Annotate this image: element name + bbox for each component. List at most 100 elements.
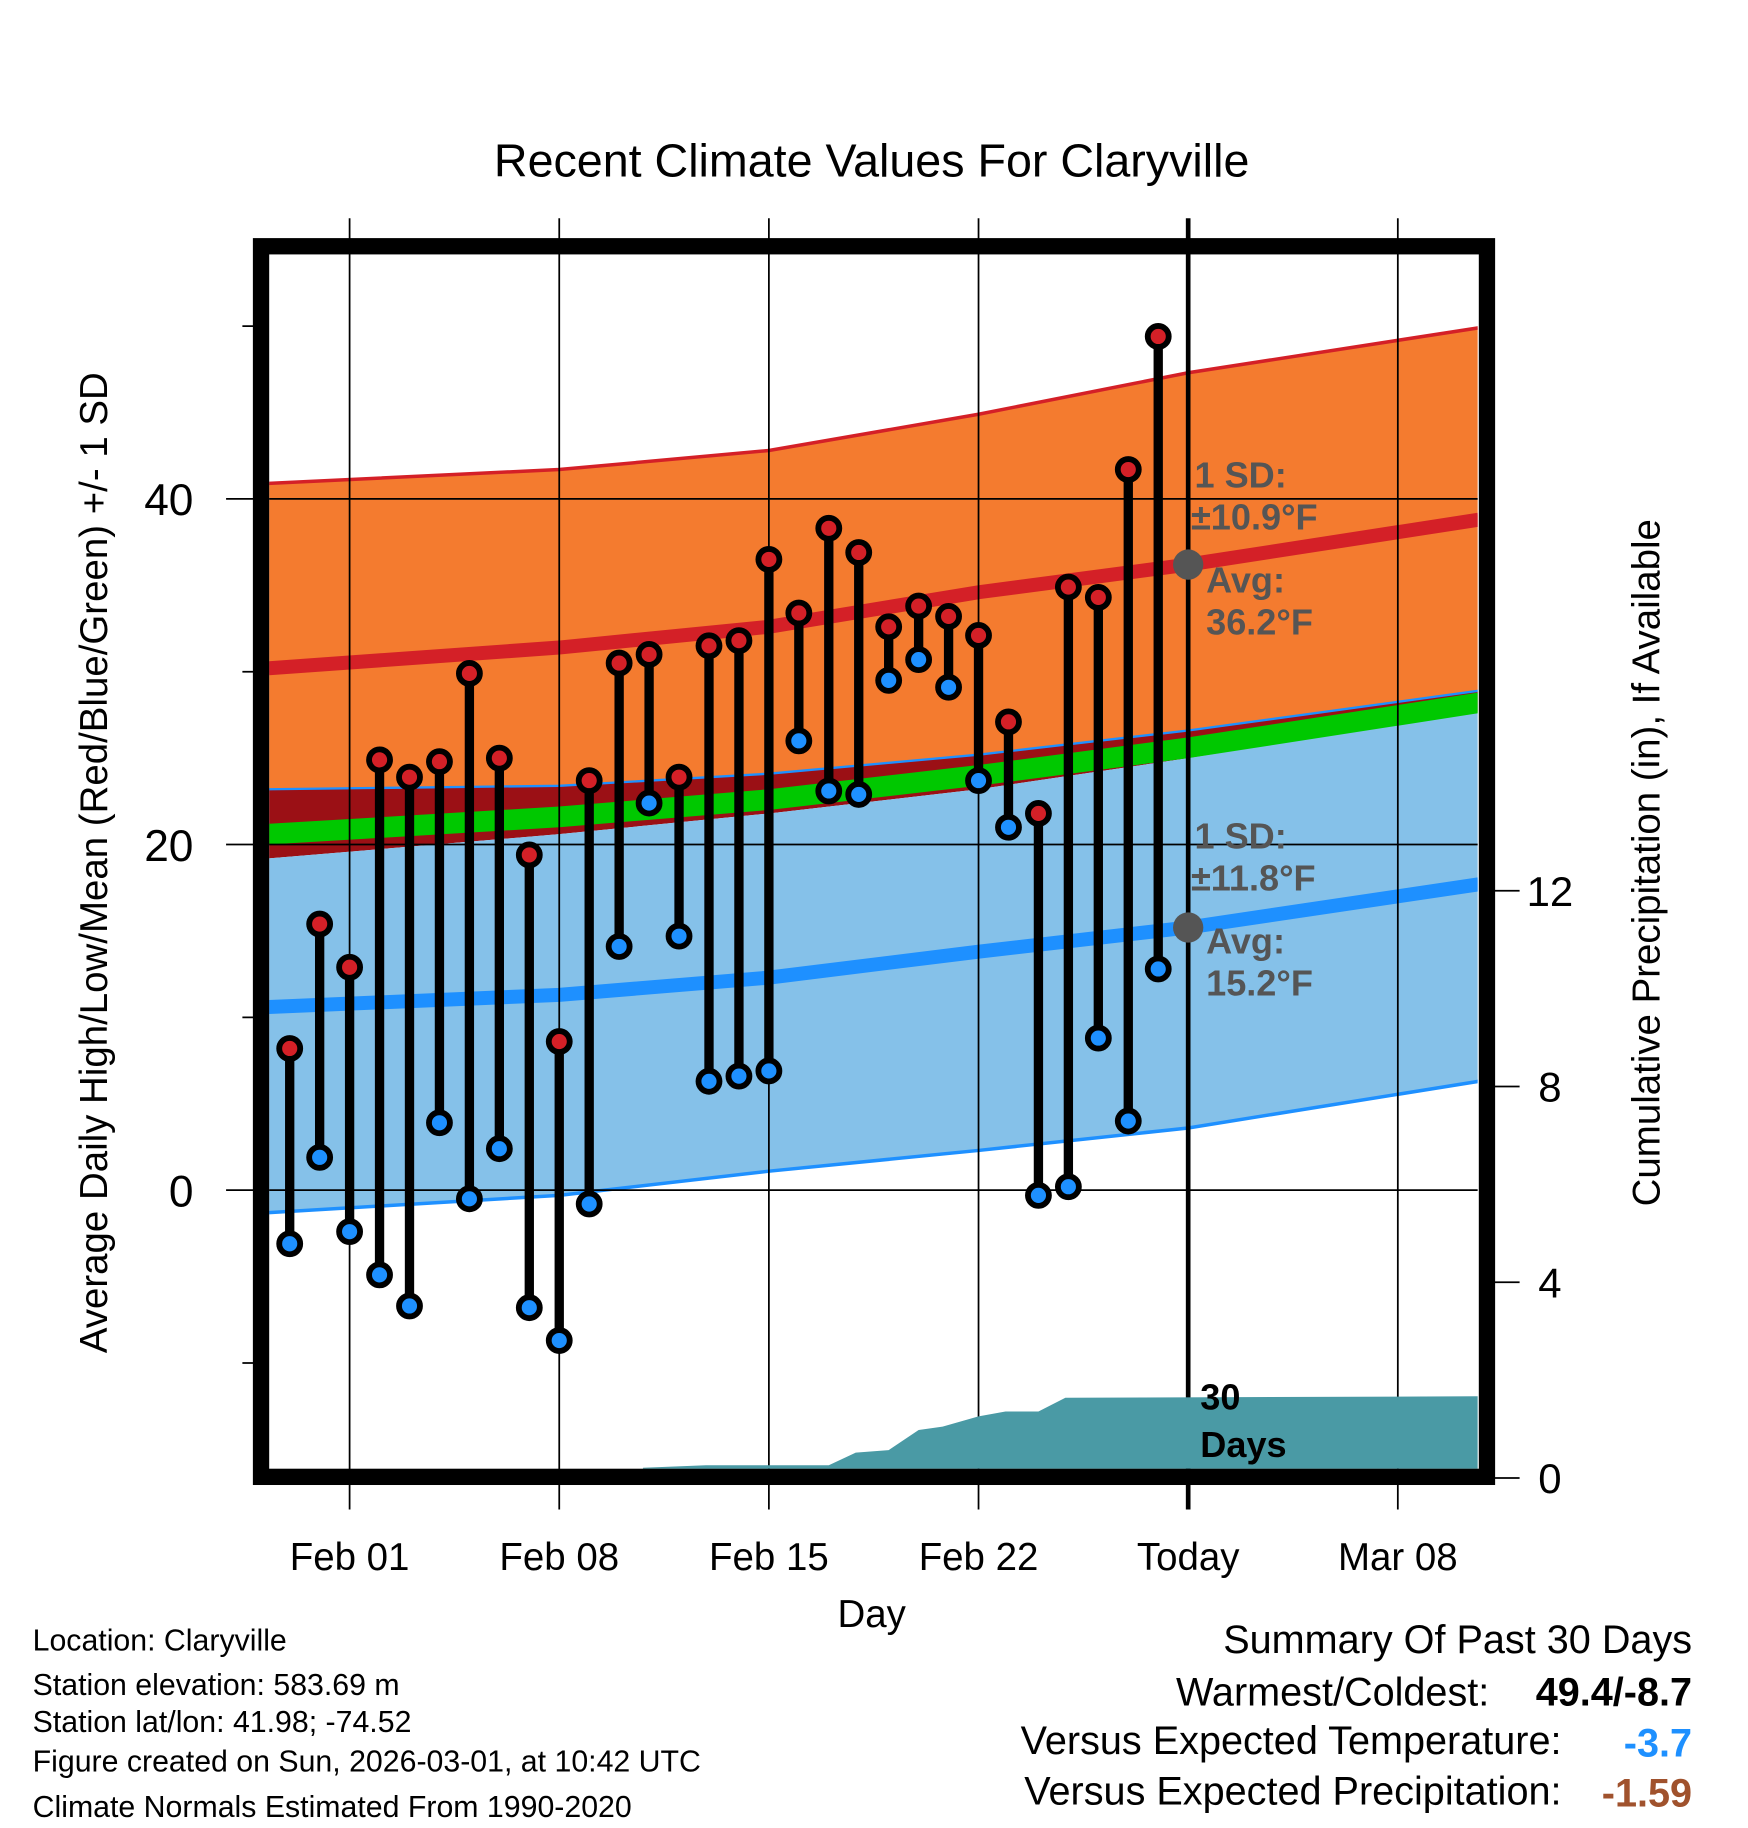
daily-low-point xyxy=(815,777,843,805)
latlon-text: Station lat/lon: 41.98; -74.52 xyxy=(33,1706,412,1739)
daily-high-point xyxy=(1054,573,1082,601)
high-sd-label: 1 SD: xyxy=(1194,454,1286,495)
daily-low-point xyxy=(725,1062,753,1090)
daily-high-point xyxy=(276,1035,304,1062)
daily-low-point xyxy=(995,813,1022,841)
y-tick-label: 40 xyxy=(144,476,193,525)
y-axis-title: Average Daily High/Low/Mean (Red/Blue/Gr… xyxy=(73,372,116,1353)
daily-high-point xyxy=(785,599,813,627)
x-tick-label: Feb 22 xyxy=(919,1536,1039,1579)
y2-axis-title: Cumulative Precipitation (in), If Availa… xyxy=(1625,519,1668,1206)
daily-low-point xyxy=(336,1218,364,1246)
daily-low-point xyxy=(426,1109,453,1137)
high-annotation: 1 SD: ±10.9°F Avg: 36.2°F xyxy=(1191,454,1318,642)
summary-title: Summary Of Past 30 Days xyxy=(1223,1618,1692,1662)
x-axis-title: Day xyxy=(837,1593,906,1636)
daily-high-point xyxy=(1114,456,1142,483)
x-tick-label: Feb 15 xyxy=(709,1536,829,1579)
precip-value: -1.59 xyxy=(1602,1772,1692,1816)
y2-tick-label: 12 xyxy=(1527,868,1574,915)
daily-high-point xyxy=(935,603,962,630)
daily-low-point xyxy=(875,666,903,694)
daily-low-point xyxy=(396,1292,423,1320)
daily-high-point xyxy=(575,767,603,795)
daily-high-point xyxy=(605,649,633,677)
high-sd-value: ±10.9°F xyxy=(1191,496,1318,537)
created-text: Figure created on Sun, 2026-03-01, at 10… xyxy=(33,1746,701,1779)
precip-area xyxy=(642,1396,1478,1469)
elevation-text: Station elevation: 583.69 m xyxy=(33,1669,400,1702)
normals-text: Climate Normals Estimated From 1990-2020 xyxy=(33,1791,632,1824)
daily-low-point xyxy=(1025,1181,1052,1209)
daily-low-point xyxy=(755,1057,783,1085)
temp-label: Versus Expected Temperature: xyxy=(1021,1719,1562,1763)
daily-high-point xyxy=(875,613,903,641)
x-tick-label: Today xyxy=(1137,1536,1240,1579)
plot-frame xyxy=(252,238,1496,1486)
daily-low-point xyxy=(665,922,693,950)
daily-low-point xyxy=(605,933,633,960)
daily-high-point xyxy=(545,1028,573,1055)
summary: Summary Of Past 30 Days Warmest/Coldest:… xyxy=(1021,1618,1692,1816)
daily-high-point xyxy=(845,539,873,566)
daily-high-point xyxy=(1084,584,1112,611)
low-lower-line xyxy=(269,1079,1478,1215)
daily-high-point xyxy=(635,641,663,668)
location-text: Location: Claryville xyxy=(33,1624,287,1657)
x-tick-label: Feb 01 xyxy=(290,1536,410,1579)
daily-low-point xyxy=(695,1067,723,1095)
daily-low-point xyxy=(1144,955,1172,983)
daily-low-point xyxy=(785,727,813,755)
daily-high-point xyxy=(485,744,513,772)
y2-tick-label: 4 xyxy=(1538,1259,1561,1306)
low-avg-value: 15.2°F xyxy=(1206,963,1313,1004)
daily-high-point xyxy=(815,514,843,542)
daily-high-point xyxy=(515,841,543,869)
x-tick-label: Mar 08 xyxy=(1338,1536,1458,1579)
daily-low-point xyxy=(515,1294,543,1322)
daily-high-point xyxy=(306,910,334,938)
precip-label: Versus Expected Precipitation: xyxy=(1024,1769,1561,1813)
daily-high-point xyxy=(1144,323,1172,350)
daily-low-point xyxy=(1084,1024,1112,1052)
daily-low-point xyxy=(366,1261,393,1289)
daily-low-point xyxy=(455,1185,483,1213)
low-avg-label: Avg: xyxy=(1206,921,1285,962)
high-avg-label: Avg: xyxy=(1206,559,1285,600)
daily-high-point xyxy=(1025,800,1052,827)
axes: Feb 01 Feb 08 Feb 15 Feb 22 Today Mar 0802040… xyxy=(144,325,1574,1579)
precip-cumulative-area xyxy=(642,1396,1478,1469)
daily-low-point xyxy=(635,789,663,817)
low-sd-label: 1 SD: xyxy=(1194,816,1286,857)
station-info: Location: Claryville Station elevation: … xyxy=(33,1624,701,1824)
high-avg-marker xyxy=(1173,549,1204,580)
chart-title: Recent Climate Values For Claryville xyxy=(494,134,1250,186)
normal-bands xyxy=(269,326,1478,1215)
y-tick-label: 20 xyxy=(144,822,193,871)
warmest-coldest-label: Warmest/Coldest: xyxy=(1176,1670,1489,1714)
low-sd-value: ±11.8°F xyxy=(1191,858,1316,899)
high-sd-band xyxy=(269,327,1478,790)
daily-low-point xyxy=(276,1230,304,1258)
daily-low-point xyxy=(965,767,992,795)
warmest-coldest-value: 49.4/-8.7 xyxy=(1536,1670,1692,1714)
daily-low-point xyxy=(575,1190,603,1218)
y2-tick-label: 0 xyxy=(1538,1455,1561,1502)
temp-value: -3.7 xyxy=(1624,1722,1692,1766)
daily-high-point xyxy=(665,763,693,791)
daily-low-point xyxy=(545,1327,573,1354)
daily-low-point xyxy=(485,1135,513,1163)
low-mean-line xyxy=(269,877,1478,1014)
high-mean-line xyxy=(269,512,1478,676)
daily-high-point xyxy=(995,708,1022,736)
daily-high-point xyxy=(455,660,483,687)
low-avg-marker xyxy=(1173,912,1204,943)
daily-marks xyxy=(276,323,1204,1354)
daily-mean-band xyxy=(269,692,1478,845)
low-annotation: 1 SD: ±11.8°F Avg: 15.2°F xyxy=(1191,816,1316,1004)
daily-high-point xyxy=(965,622,992,649)
daily-low-point xyxy=(306,1143,334,1171)
daily-low-point xyxy=(1054,1173,1082,1201)
daily-high-point xyxy=(396,763,423,791)
